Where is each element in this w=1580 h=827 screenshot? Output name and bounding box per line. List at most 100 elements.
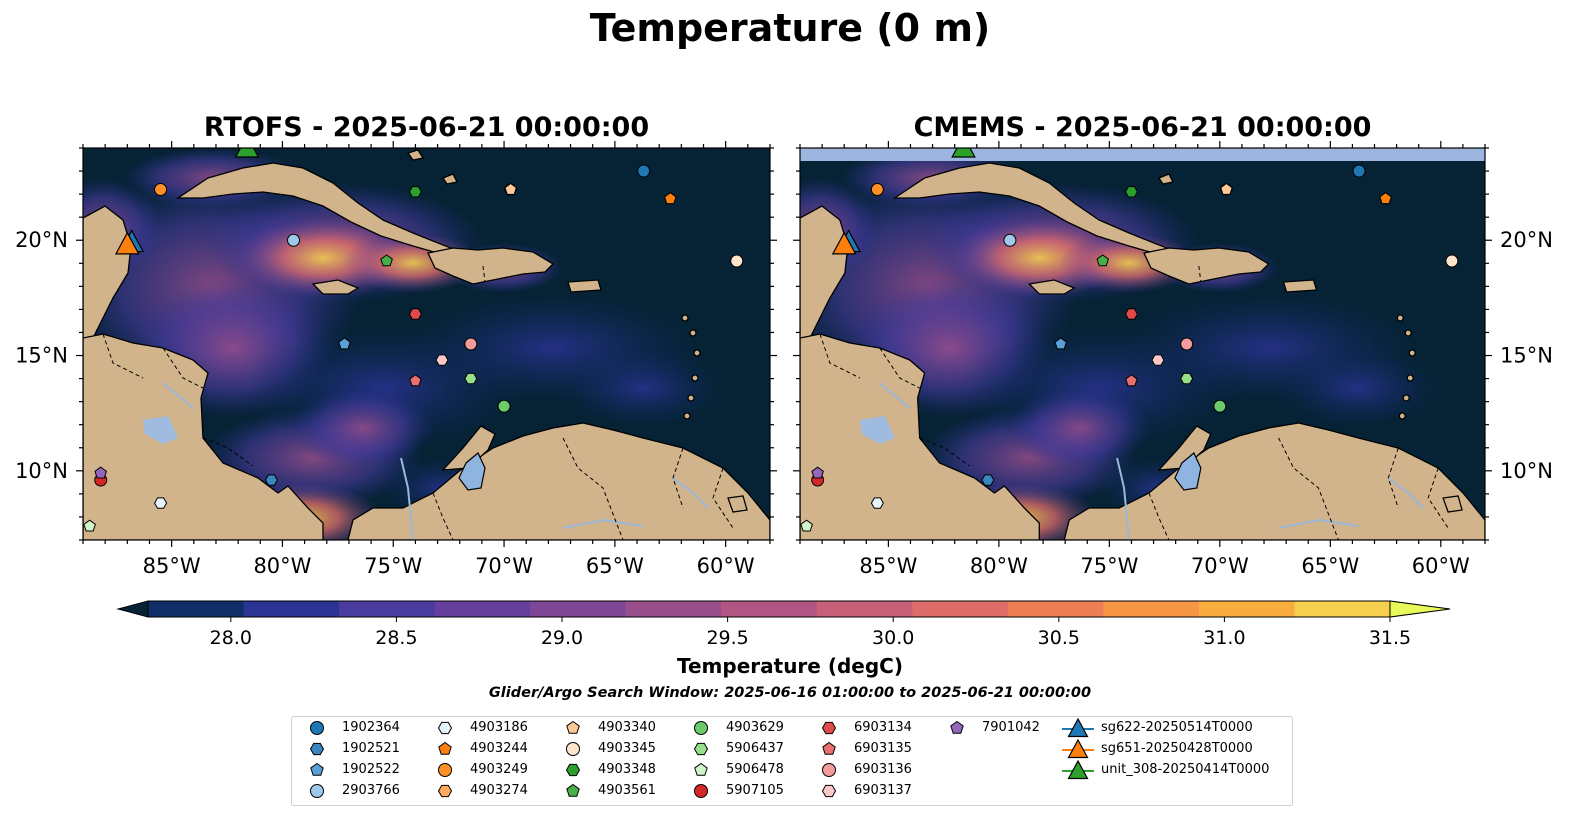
- argo-marker-6903137: [1151, 354, 1165, 366]
- argo-marker-1902522: [1054, 337, 1068, 350]
- legend-label: 4903348: [598, 762, 656, 777]
- glider-marker-unit_308-20250414T0000: [234, 148, 260, 158]
- argo-marker-6903134: [408, 308, 422, 320]
- colorbar-segment: [148, 601, 245, 617]
- colorbar-tick-label: 28.5: [375, 627, 417, 649]
- argo-marker-1902521: [981, 474, 995, 486]
- legend-label: 1902522: [342, 762, 400, 777]
- argo-marker-4903348: [408, 186, 422, 198]
- x-tick-label: 85°W: [859, 554, 917, 578]
- circle-marker-icon: [822, 763, 836, 777]
- hexagon-marker-icon: [309, 742, 325, 756]
- x-tick-label: 75°W: [364, 554, 422, 578]
- colorbar-extend-low: [116, 600, 149, 618]
- x-tick-label: 85°W: [143, 554, 201, 578]
- argo-marker-5906437: [1180, 372, 1194, 385]
- circle-marker-icon: [694, 784, 708, 798]
- legend-label: 1902521: [342, 741, 400, 756]
- y-tick-label: 20°N: [1500, 228, 1553, 252]
- argo-marker-4903249: [870, 183, 884, 197]
- colorbar-tick-label: 31.5: [1369, 627, 1411, 649]
- glider-marker-sg651-20250428T0000: [831, 231, 857, 255]
- triangle-marker-icon: [1062, 739, 1094, 759]
- y-tick-label: 10°N: [1500, 459, 1553, 483]
- argo-marker-6903136: [1180, 337, 1194, 351]
- colorbar-label: Temperature (degC): [677, 654, 903, 678]
- argo-marker-6903134: [1124, 308, 1138, 320]
- colorbar-segment: [434, 601, 531, 617]
- legend-label: 6903134: [854, 720, 912, 735]
- colorbar-segment: [1198, 601, 1295, 617]
- pentagon-marker-icon: [566, 720, 580, 734]
- argo-marker-1902364: [1352, 164, 1366, 178]
- argo-marker-4903186: [870, 497, 884, 509]
- legend-label: 5906437: [726, 741, 784, 756]
- colorbar-segment: [1103, 601, 1200, 617]
- legend-label: 4903186: [470, 720, 528, 735]
- panel-title-cmems: CMEMS - 2025-06-21 00:00:00: [913, 112, 1372, 143]
- argo-marker-4903249: [154, 183, 168, 197]
- legend-label: 5907105: [726, 783, 784, 798]
- legend-label: unit_308-20250414T0000: [1101, 762, 1270, 777]
- argo-marker-7901042: [94, 466, 107, 479]
- search-window-text: Glider/Argo Search Window: 2025-06-16 01…: [488, 685, 1092, 701]
- argo-marker-6903135: [409, 374, 422, 387]
- map-rtofs: [83, 148, 770, 540]
- glider-marker-sg651-20250428T0000: [114, 231, 140, 255]
- argo-marker-1902522: [338, 337, 351, 350]
- colorbar-segment: [339, 601, 436, 617]
- x-tick-label: 80°W: [253, 554, 311, 578]
- circle-marker-icon: [694, 721, 708, 735]
- x-tick-label: 75°W: [1080, 554, 1138, 578]
- colorbar-tick-label: 31.0: [1203, 627, 1245, 649]
- argo-marker-5906478: [83, 519, 96, 532]
- colorbar-segment: [530, 601, 627, 617]
- legend-label: sg651-20250428T0000: [1101, 741, 1253, 756]
- y-tick-label: 10°N: [15, 459, 68, 483]
- argo-marker-4903186: [154, 497, 168, 509]
- argo-marker-5906478: [800, 519, 813, 532]
- colorbar-tick-label: 29.5: [706, 627, 748, 649]
- y-tick-label: 15°N: [1500, 344, 1553, 368]
- legend-label: sg622-20250514T0000: [1101, 720, 1253, 735]
- colorbar-extend-high: [1389, 600, 1451, 618]
- legend: 1902364 1902521 1902522 2903766 4903186 49032…: [291, 716, 1293, 806]
- circle-marker-icon: [310, 784, 324, 798]
- pentagon-marker-icon: [694, 762, 708, 776]
- x-tick-label: 65°W: [1301, 554, 1359, 578]
- legend-label: 4903629: [726, 720, 784, 735]
- argo-marker-1902364: [637, 164, 651, 178]
- hexagon-marker-icon: [565, 763, 581, 777]
- colorbar-segment: [243, 601, 340, 617]
- x-tick-label: 65°W: [586, 554, 644, 578]
- x-tick-label: 70°W: [475, 554, 533, 578]
- argo-marker-2903766: [287, 233, 301, 247]
- colorbar-segment: [912, 601, 1009, 617]
- argo-marker-7901042: [811, 466, 824, 479]
- argo-marker-1902521: [264, 474, 278, 486]
- legend-label: 6903137: [854, 783, 912, 798]
- x-tick-label: 60°W: [697, 554, 755, 578]
- legend-label: 4903340: [598, 720, 656, 735]
- pentagon-marker-icon: [822, 741, 836, 755]
- legend-label: 1902364: [342, 720, 400, 735]
- x-tick-label: 80°W: [970, 554, 1028, 578]
- triangle-marker-icon: [1062, 760, 1094, 780]
- triangle-marker-icon: [1062, 718, 1094, 738]
- map-cmems: [800, 148, 1485, 540]
- hexagon-marker-icon: [693, 742, 709, 756]
- argo-marker-2903766: [1003, 233, 1017, 247]
- y-tick-label: 15°N: [15, 344, 68, 368]
- hexagon-marker-icon: [437, 784, 453, 798]
- legend-label: 4903345: [598, 741, 656, 756]
- argo-marker-5906437: [464, 372, 478, 385]
- colorbar: 28.0 28.5 29.0 29.5 30.0 30.5 31.0 31.5: [116, 600, 1451, 649]
- colorbar-tick-label: 30.0: [872, 627, 914, 649]
- colorbar-segment: [625, 601, 722, 617]
- hexagon-marker-icon: [821, 784, 837, 798]
- pentagon-marker-icon: [566, 783, 580, 797]
- figure-title: Temperature (0 m): [589, 6, 991, 50]
- argo-marker-4903348: [1124, 186, 1138, 198]
- glider-marker-unit_308-20250414T0000: [951, 148, 976, 158]
